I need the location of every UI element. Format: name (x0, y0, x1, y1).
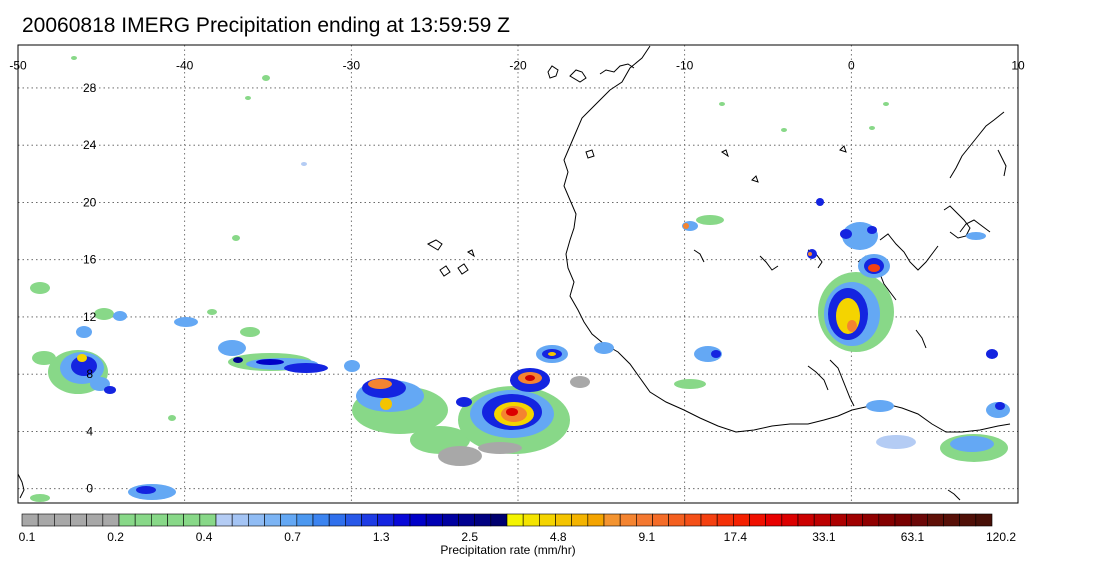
colorbar-swatch (442, 513, 459, 527)
colorbar-swatch (21, 513, 39, 527)
colorbar-swatch (522, 513, 540, 527)
map-grid (18, 45, 1018, 503)
colorbar-swatch (878, 513, 896, 527)
colorbar-swatch (280, 513, 298, 527)
colorbar-swatch (70, 513, 87, 527)
colorbar-swatch (312, 513, 330, 527)
colorbar-swatch (862, 513, 880, 527)
colorbar-swatch (264, 513, 281, 527)
precipitation-field (30, 56, 1010, 502)
colorbar-swatch (927, 513, 944, 527)
colorbar (21, 513, 993, 527)
colorbar-swatch (587, 513, 605, 527)
colorbar-swatch (134, 513, 152, 527)
colorbar-swatch (183, 513, 201, 527)
colorbar-tick-label: 0.4 (196, 530, 213, 544)
colorbar-tick-labels: 0.1 0.2 0.4 0.7 1.3 2.5 4.8 9.1 17.4 33.1 63.1 120.… (19, 530, 1017, 544)
colorbar-tick-label: 9.1 (638, 530, 655, 544)
longitude-labels: -50 -40 -30 -20 -10 0 10 (9, 58, 1025, 72)
colorbar-swatch (54, 513, 71, 527)
longitude-tick-label: -20 (509, 58, 527, 72)
colorbar-swatch (797, 513, 815, 527)
colorbar-swatch (652, 513, 669, 527)
longitude-tick-label: -50 (9, 58, 27, 72)
colorbar-swatch (749, 513, 766, 527)
coastline (18, 45, 1011, 501)
colorbar-label: Precipitation rate (mm/hr) (440, 543, 575, 557)
latitude-tick-label: 12 (83, 310, 97, 324)
latitude-tick-label: 24 (83, 138, 97, 152)
colorbar-swatch (813, 513, 831, 527)
colorbar-swatch (716, 513, 734, 527)
colorbar-swatch (167, 513, 184, 527)
colorbar-swatch (539, 513, 556, 527)
colorbar-swatch (846, 513, 863, 527)
colorbar-swatch (636, 513, 653, 527)
colorbar-swatch (830, 513, 847, 527)
colorbar-tick-label: 0.7 (284, 530, 301, 544)
colorbar-swatch (458, 513, 475, 527)
colorbar-swatch (409, 513, 427, 527)
colorbar-tick-label: 17.4 (724, 530, 748, 544)
colorbar-swatch (37, 513, 55, 527)
latitude-tick-label: 8 (86, 367, 93, 381)
colorbar-swatch (490, 513, 508, 527)
longitude-tick-label: -10 (676, 58, 694, 72)
colorbar-swatch (910, 513, 928, 527)
colorbar-swatch (555, 513, 572, 527)
colorbar-swatch (102, 513, 120, 527)
colorbar-swatch (781, 513, 799, 527)
colorbar-swatch (571, 513, 589, 527)
colorbar-swatch (118, 513, 136, 527)
colorbar-swatch (668, 513, 686, 527)
colorbar-tick-label: 2.5 (461, 530, 478, 544)
latitude-tick-label: 0 (86, 482, 93, 496)
colorbar-swatch (943, 513, 960, 527)
colorbar-swatch (345, 513, 362, 527)
colorbar-tick-label: 33.1 (812, 530, 836, 544)
latitude-tick-label: 20 (83, 195, 97, 209)
longitude-tick-label: 0 (848, 58, 855, 72)
colorbar-swatch (603, 513, 621, 527)
colorbar-swatch (151, 513, 168, 527)
latitude-labels: 28 24 20 16 12 8 4 0 (83, 81, 97, 496)
colorbar-swatch (894, 513, 912, 527)
longitude-tick-label: 10 (1011, 58, 1025, 72)
colorbar-swatch (959, 513, 977, 527)
colorbar-swatch (215, 513, 233, 527)
colorbar-tick-label: 63.1 (901, 530, 925, 544)
longitude-tick-label: -40 (176, 58, 194, 72)
colorbar-swatch (506, 513, 524, 527)
latitude-tick-label: 16 (83, 253, 97, 267)
colorbar-tick-label: 0.2 (107, 530, 124, 544)
colorbar-tick-label: 4.8 (550, 530, 567, 544)
colorbar-swatch (328, 513, 346, 527)
colorbar-swatch (425, 513, 443, 527)
map-frame (17, 44, 1019, 504)
colorbar-swatch (733, 513, 750, 527)
colorbar-tick-label: 0.1 (19, 530, 36, 544)
colorbar-swatch (975, 513, 993, 527)
colorbar-swatch (361, 513, 378, 527)
map-title: 20060818 IMERG Precipitation ending at 1… (22, 14, 510, 37)
latitude-tick-label: 28 (83, 81, 97, 95)
colorbar-swatch (377, 513, 395, 527)
colorbar-swatch (393, 513, 411, 527)
latitude-tick-label: 4 (86, 424, 93, 438)
colorbar-tick-label: 120.2 (986, 530, 1016, 544)
colorbar-swatch (619, 513, 637, 527)
colorbar-swatch (474, 513, 492, 527)
colorbar-swatch (296, 513, 314, 527)
colorbar-swatch (86, 513, 104, 527)
longitude-tick-label: -30 (343, 58, 361, 72)
colorbar-swatch (684, 513, 702, 527)
colorbar-swatch (248, 513, 265, 527)
colorbar-swatch (700, 513, 718, 527)
colorbar-swatch (199, 513, 217, 527)
colorbar-swatch (765, 513, 783, 527)
colorbar-tick-label: 1.3 (373, 530, 390, 544)
colorbar-swatch (231, 513, 249, 527)
